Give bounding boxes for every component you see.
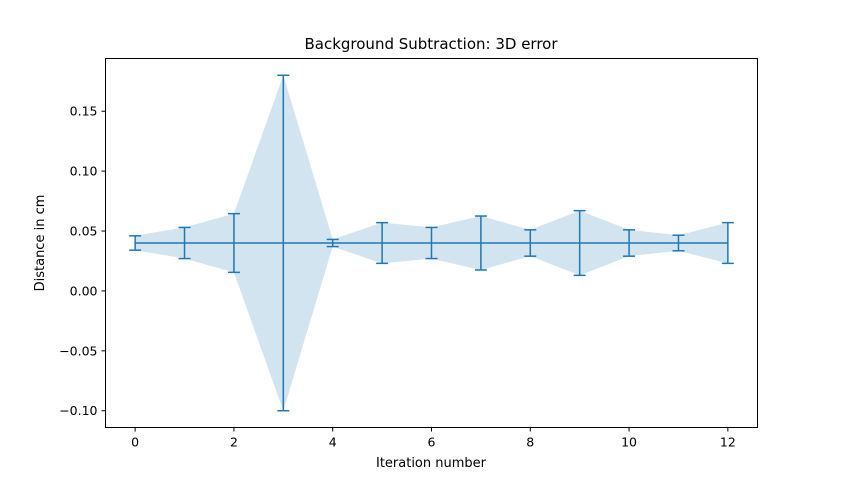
y-tick-label: 0.00: [70, 283, 98, 298]
x-tick-label: 0: [131, 435, 139, 450]
x-tick-label: 12: [720, 435, 736, 450]
x-tick-label: 6: [428, 435, 436, 450]
x-tick-label: 8: [526, 435, 534, 450]
y-tick-label: −0.10: [59, 403, 97, 418]
y-axis-label: Distance in cm: [33, 195, 48, 292]
y-axis: −0.10 −0.05 0.00 0.05 0.10 0.15: [59, 104, 106, 418]
y-tick-label: 0.15: [70, 104, 98, 119]
y-tick-label: −0.05: [59, 343, 97, 358]
y-tick-label: 0.10: [70, 164, 98, 179]
y-tick-label: 0.05: [70, 224, 98, 239]
x-axis-label: Iteration number: [376, 456, 487, 471]
x-tick-label: 2: [230, 435, 238, 450]
x-tick-label: 10: [621, 435, 637, 450]
chart-title: Background Subtraction: 3D error: [304, 35, 558, 53]
x-axis: 0 2 4 6 8 10 12: [131, 427, 736, 450]
plot-area: [129, 74, 734, 412]
x-tick-label: 4: [329, 435, 337, 450]
